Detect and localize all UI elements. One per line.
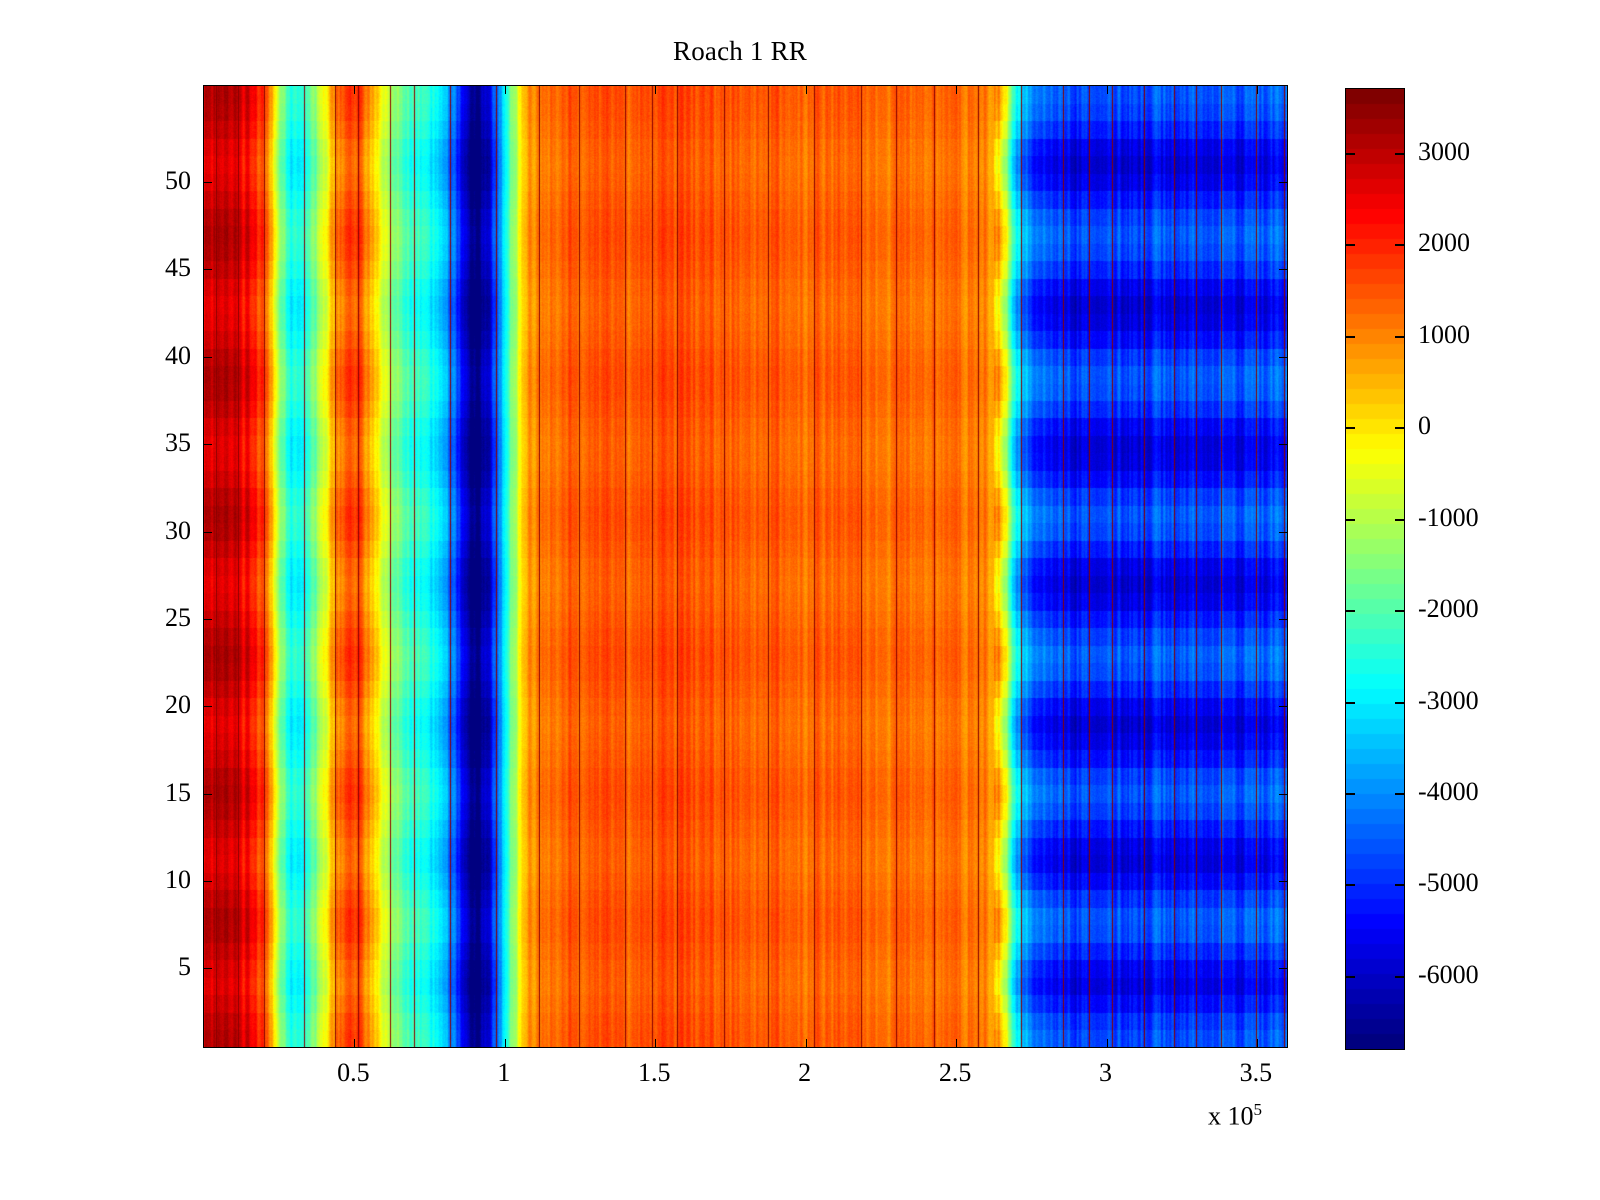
- y-tick-mark: [204, 269, 212, 271]
- colorbar-tick-mark-right: [1395, 884, 1404, 887]
- y-tick-label: 45: [165, 253, 191, 283]
- x-multiplier-exponent: 5: [1253, 1100, 1263, 1119]
- heatmap-axes[interactable]: [203, 85, 1288, 1048]
- colorbar-tick-label: 3000: [1418, 137, 1470, 166]
- x-tick-label: 0.5: [337, 1058, 370, 1087]
- y-tick-mark: [204, 444, 212, 446]
- y-tick-label: 30: [165, 515, 191, 545]
- colorbar-tick-mark-left: [1346, 427, 1355, 430]
- x-tick-mark-top: [956, 86, 958, 94]
- y-tick-mark: [204, 793, 212, 795]
- colorbar-tick-label: 0: [1418, 411, 1431, 441]
- y-tick-label: 15: [165, 777, 191, 807]
- colorbar-tick-label: -5000: [1418, 868, 1479, 898]
- x-tick-mark: [1256, 1039, 1258, 1047]
- x-tick-mark-top: [504, 86, 506, 94]
- x-tick-mark: [956, 1039, 958, 1047]
- heatmap-image: [204, 86, 1287, 1047]
- colorbar-tick-label: 1000: [1418, 319, 1470, 349]
- colorbar-tick-label: -1000: [1418, 502, 1479, 532]
- y-tick-mark-right: [1279, 444, 1287, 446]
- colorbar-tick-label: -4000: [1418, 777, 1479, 806]
- y-tick-mark-right: [1279, 793, 1287, 795]
- y-tick-mark-right: [1279, 531, 1287, 533]
- y-tick-label: 40: [165, 340, 191, 370]
- y-tick-mark-right: [1279, 968, 1287, 970]
- x-tick-label: 1.5: [638, 1058, 671, 1087]
- x-tick-mark-top: [354, 86, 356, 94]
- colorbar-tick-mark-left: [1346, 153, 1355, 155]
- y-tick-label: 25: [165, 602, 191, 632]
- y-tick-mark: [204, 531, 212, 533]
- colorbar-tick-mark-right: [1395, 518, 1404, 521]
- x-tick-mark-top: [655, 86, 657, 94]
- y-tick-label: 35: [165, 428, 191, 458]
- colorbar-tick-label: -6000: [1418, 959, 1479, 989]
- y-tick-mark: [204, 968, 212, 970]
- colorbar-tick-mark-right: [1395, 975, 1404, 978]
- colorbar-tick-mark-right: [1395, 427, 1404, 430]
- x-tick-label: 1: [497, 1058, 511, 1087]
- y-tick-mark-right: [1279, 881, 1287, 882]
- y-tick-mark-right: [1279, 356, 1287, 358]
- y-tick-mark: [204, 356, 212, 358]
- colorbar-tick-mark-left: [1346, 701, 1355, 704]
- y-tick-mark-right: [1279, 618, 1287, 620]
- colorbar-tick-mark-left: [1346, 975, 1355, 978]
- colorbar-gradient: [1346, 89, 1404, 1049]
- colorbar-tick-mark-left: [1346, 793, 1355, 795]
- y-tick-mark-right: [1279, 706, 1287, 708]
- y-tick-label: 5: [178, 952, 191, 982]
- colorbar-tick-mark-right: [1395, 610, 1404, 613]
- page-title: Roach 1 RR: [673, 36, 807, 66]
- x-tick-mark-top: [1106, 86, 1108, 94]
- x-axis-multiplier-label: x 105: [1208, 1100, 1262, 1132]
- x-tick-label: 3: [1099, 1058, 1112, 1087]
- y-tick-mark-right: [1279, 182, 1287, 184]
- colorbar-tick-mark-left: [1346, 335, 1355, 338]
- colorbar-tick-label: 2000: [1418, 228, 1470, 258]
- x-tick-mark: [1106, 1039, 1108, 1047]
- colorbar-tick-label: -2000: [1418, 594, 1479, 624]
- y-tick-mark: [204, 182, 212, 184]
- x-tick-mark: [805, 1039, 807, 1047]
- colorbar-tick-mark-left: [1346, 244, 1355, 247]
- x-tick-label: 2.5: [938, 1058, 972, 1087]
- colorbar-tick-mark-left: [1346, 884, 1355, 887]
- x-tick-mark: [655, 1039, 657, 1047]
- x-tick-mark-top: [805, 86, 807, 94]
- y-tick-label: 50: [165, 166, 191, 196]
- y-tick-label: 10: [165, 865, 191, 894]
- colorbar-tick-mark-right: [1395, 793, 1404, 795]
- x-multiplier-base: x 10: [1208, 1101, 1254, 1131]
- x-tick-label: 3.5: [1239, 1058, 1273, 1087]
- colorbar-tick-mark-left: [1346, 518, 1355, 521]
- colorbar-tick-label: -3000: [1418, 685, 1479, 715]
- colorbar-tick-mark-right: [1395, 701, 1404, 704]
- y-tick-label: 20: [165, 690, 191, 720]
- colorbar-tick-mark-right: [1395, 153, 1404, 155]
- x-tick-mark: [504, 1039, 506, 1047]
- x-tick-mark-top: [1256, 86, 1258, 94]
- y-tick-mark: [204, 881, 212, 882]
- y-tick-mark: [204, 706, 212, 708]
- colorbar-tick-mark-right: [1395, 335, 1404, 338]
- colorbar-tick-mark-left: [1346, 610, 1355, 613]
- x-tick-mark: [354, 1039, 356, 1047]
- x-tick-label: 2: [798, 1058, 812, 1087]
- colorbar-tick-mark-right: [1395, 244, 1404, 247]
- colorbar[interactable]: [1345, 88, 1405, 1050]
- y-tick-mark: [204, 618, 212, 620]
- y-tick-mark-right: [1279, 269, 1287, 271]
